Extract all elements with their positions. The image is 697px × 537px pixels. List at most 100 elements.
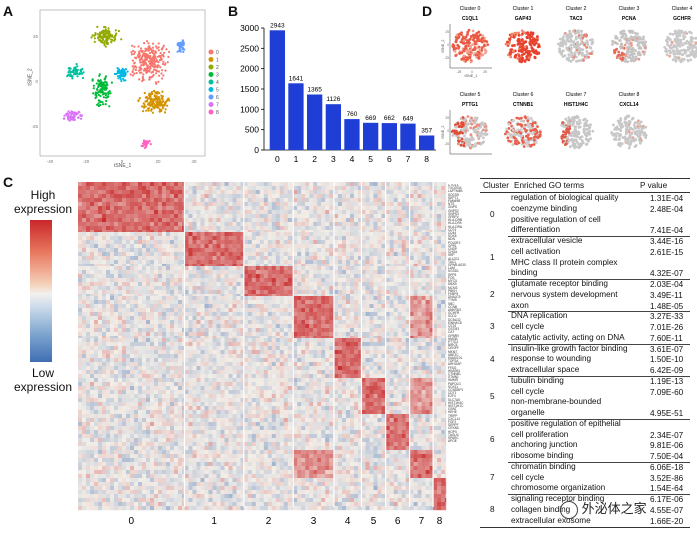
heatmap-cell (134, 320, 138, 324)
bar-category-label: 0 (275, 154, 280, 164)
heatmap-cell (237, 194, 241, 198)
tsne-point (74, 66, 76, 68)
feature-point (666, 43, 669, 46)
heatmap-cell (158, 308, 162, 312)
heatmap-cell (146, 266, 150, 270)
feature-point (563, 33, 566, 36)
heatmap-cell (154, 236, 158, 240)
heatmap-cell (174, 466, 178, 470)
heatmap-cell (205, 190, 209, 194)
tsne-point (99, 101, 101, 103)
heatmap-cell (178, 346, 182, 350)
feature-point (573, 135, 576, 138)
heatmap-cell (98, 430, 102, 434)
heatmap-cell (162, 362, 166, 366)
feature-point (634, 32, 637, 35)
heatmap-cell (110, 248, 114, 252)
heatmap-cell (146, 270, 150, 274)
heatmap-cell (78, 430, 82, 434)
heatmap-cell (221, 186, 225, 190)
tsne-point (156, 65, 158, 67)
heatmap-cell (130, 194, 134, 198)
heatmap-cell (78, 434, 82, 438)
heatmap-cell (98, 328, 102, 332)
feature-point (519, 123, 522, 126)
heatmap-cell (86, 506, 90, 510)
heatmap-cell (118, 210, 122, 214)
feature-point (558, 47, 561, 50)
heatmap-cell (126, 482, 130, 486)
feature-point (637, 36, 640, 39)
heatmap-cell (162, 414, 166, 418)
tsne-point (157, 56, 159, 58)
heatmap-cell (146, 290, 150, 294)
heatmap-cell (158, 286, 162, 290)
heatmap-cell (134, 410, 138, 414)
tsne-point (153, 66, 155, 68)
heatmap-cell (150, 398, 154, 402)
heatmap-cell (86, 498, 90, 502)
feature-point (477, 127, 480, 130)
heatmap-cell (90, 222, 94, 226)
heatmap-cell (178, 244, 182, 248)
heatmap-cell (189, 182, 193, 186)
heatmap-cell (110, 434, 114, 438)
heatmap-cell (142, 236, 146, 240)
heatmap-cell (126, 370, 130, 374)
feature-point (527, 138, 530, 141)
heatmap-cell (138, 474, 142, 478)
feature-point (482, 136, 485, 139)
heatmap-cell (166, 446, 170, 450)
feature-point (470, 117, 473, 120)
heatmap-cell (126, 260, 130, 264)
heatmap-cell (126, 226, 130, 230)
heatmap-cell (86, 240, 90, 244)
heatmap-cell (150, 490, 154, 494)
heatmap-cell (82, 362, 86, 366)
heatmap-cell (110, 214, 114, 218)
heatmap-cell (122, 342, 126, 346)
heatmap-cell (154, 378, 158, 382)
heatmap-cell (82, 320, 86, 324)
heatmap-cell (158, 252, 162, 256)
feature-point (467, 115, 470, 118)
heatmap-cell (162, 236, 166, 240)
heatmap-cell (94, 354, 98, 358)
heatmap-cell (82, 300, 86, 304)
feature-point (508, 38, 511, 41)
heatmap-cell (174, 256, 178, 260)
heatmap-cell (102, 210, 106, 214)
heatmap-cell (174, 458, 178, 462)
heatmap-cell (221, 226, 225, 230)
heatmap-cell (130, 266, 134, 270)
heatmap-cell (154, 282, 158, 286)
heatmap-cell (162, 346, 166, 350)
heatmap-cell (106, 194, 110, 198)
heatmap-cell (162, 438, 166, 442)
heatmap-cell (106, 454, 110, 458)
heatmap-cell (82, 206, 86, 210)
heatmap-cell (82, 278, 86, 282)
heatmap-cell (166, 430, 170, 434)
heatmap-cell (78, 450, 82, 454)
bar-value-label: 760 (347, 111, 358, 118)
tsne-legend-swatch (209, 110, 214, 115)
heatmap-cell (118, 300, 122, 304)
tsne-point (107, 36, 109, 38)
heatmap-cell (197, 210, 201, 214)
heatmap-cell (118, 366, 122, 370)
heatmap-cell (162, 218, 166, 222)
heatmap-cell (90, 236, 94, 240)
heatmap-cell (118, 478, 122, 482)
heatmap-cell (114, 312, 118, 316)
heatmap-cell (138, 252, 142, 256)
heatmap-cell (122, 218, 126, 222)
heatmap-cell (134, 442, 138, 446)
tsne-point (70, 68, 72, 70)
heatmap-cell (134, 470, 138, 474)
legend-high-label: High expression (8, 188, 78, 216)
heatmap-cell (98, 198, 102, 202)
heatmap-cell (94, 222, 98, 226)
heatmap-cell (82, 370, 86, 374)
heatmap-cell (158, 290, 162, 294)
